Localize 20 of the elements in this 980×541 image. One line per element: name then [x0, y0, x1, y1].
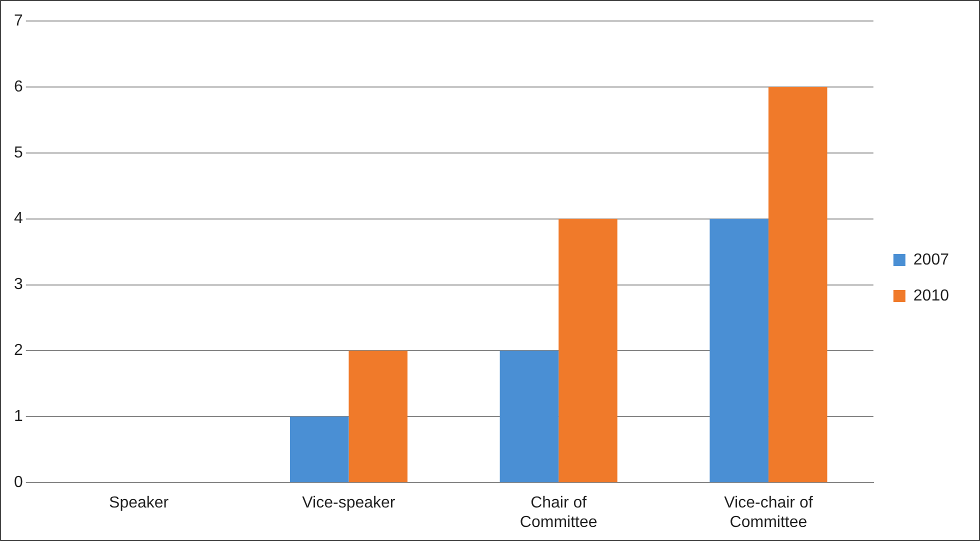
y-tick-label: 0	[14, 474, 23, 492]
legend-label: 2010	[913, 287, 950, 304]
y-tick-label: 4	[14, 210, 23, 228]
y-tick-label: 3	[14, 276, 23, 294]
y-tick-label: 7	[14, 12, 23, 30]
x-tick-label: Speaker	[109, 494, 170, 512]
bar	[558, 218, 618, 482]
bar	[710, 218, 768, 482]
x-tick-label: Vice-speaker	[302, 494, 396, 512]
y-tick-label: 2	[14, 342, 23, 360]
x-tick-label: Chair of Committee	[520, 494, 598, 531]
y-tick-label: 5	[14, 144, 23, 162]
x-tick-label: Vice-chair of Committee	[724, 494, 814, 531]
legend-label: 2007	[913, 251, 950, 268]
bar	[768, 86, 828, 482]
y-tick-label: 6	[14, 78, 23, 96]
bar	[500, 350, 559, 482]
y-tick-label: 1	[14, 408, 23, 426]
bar	[348, 350, 408, 482]
bar	[290, 416, 349, 482]
